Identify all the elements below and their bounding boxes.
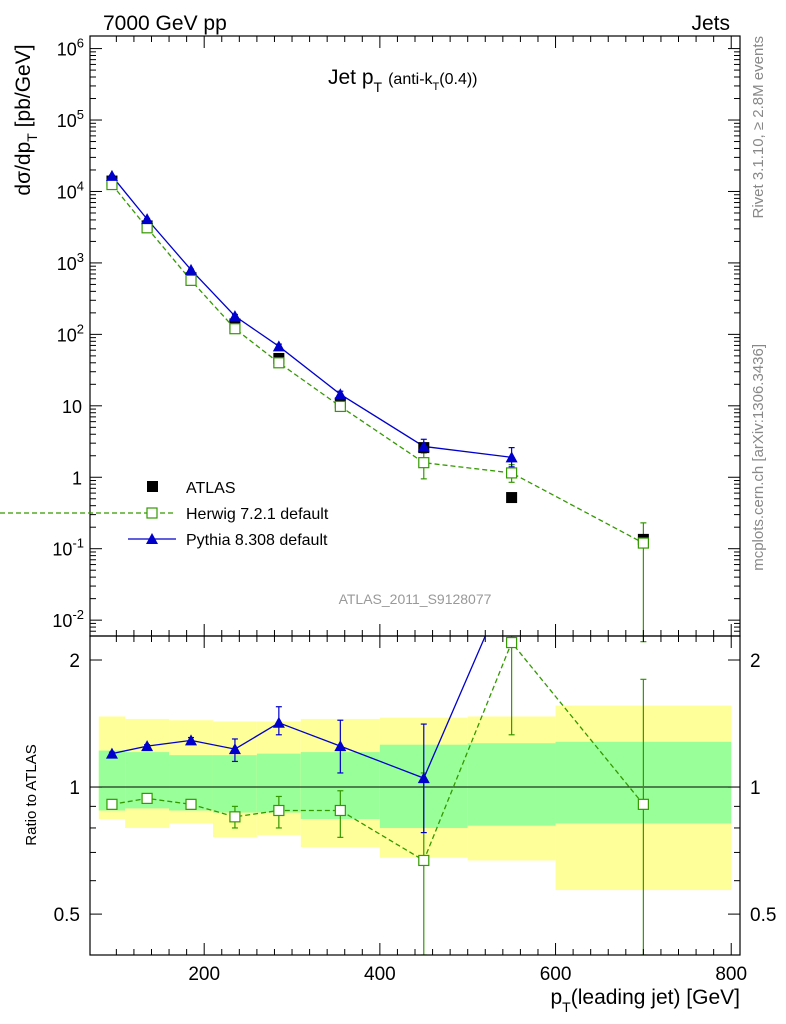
herwig-point xyxy=(229,323,241,335)
y-tick-label: 104 xyxy=(57,178,84,202)
y-tick-label: 10 xyxy=(62,397,82,417)
xlabel-sub: T xyxy=(562,999,571,1015)
herwig-ratio-point xyxy=(418,854,430,867)
herwig-point xyxy=(506,467,518,479)
herwig-point xyxy=(637,537,649,549)
herwig-ratio-point xyxy=(334,804,346,817)
pythia-point xyxy=(185,263,198,275)
pythia-point xyxy=(272,340,285,352)
legend-atlas-marker xyxy=(147,481,158,492)
x-tick-label: 800 xyxy=(715,964,747,985)
ylabel-part1: dσ/dp xyxy=(12,142,35,196)
main-plot-title: Jet pT (anti-kT(0.4)) xyxy=(328,66,478,95)
pythia-ratio-point xyxy=(105,747,118,759)
y-tick-label: 102 xyxy=(57,321,84,345)
x-tick-label: 200 xyxy=(188,964,220,985)
rivet-side-label: Rivet 3.1.10, ≥ 2.8M events xyxy=(750,36,767,219)
y-tick-label: 103 xyxy=(57,250,84,274)
legend: ATLAS Herwig 7.2.1 default Pythia 8.308 … xyxy=(0,480,329,549)
ratio-y-tick-label-left: 2 xyxy=(69,651,80,672)
herwig-point xyxy=(273,357,285,369)
herwig-ratio-point xyxy=(273,804,285,817)
herwig-point xyxy=(185,274,197,286)
y-tick-label: 10-1 xyxy=(52,536,84,560)
pythia-ratio-point xyxy=(228,743,241,755)
ratio-inner-band xyxy=(212,755,257,813)
pythia-ratio-point xyxy=(141,740,154,752)
header-right-label: Jets xyxy=(691,12,730,35)
pythia-point xyxy=(228,310,241,322)
pythia-ratio-point xyxy=(334,740,347,752)
pythia-ratio-point xyxy=(185,734,198,746)
herwig-point xyxy=(106,178,118,191)
main-y-axis-label: dσ/dpT [pb/GeV] xyxy=(12,44,40,195)
pythia-line xyxy=(111,175,512,458)
xlabel-part1: p xyxy=(550,986,562,1009)
pythia-point xyxy=(105,169,118,181)
ratio-inner-band xyxy=(467,743,556,826)
header-left-label: 7000 GeV pp xyxy=(103,12,227,35)
atlas-point xyxy=(506,492,518,504)
pythia-point xyxy=(505,451,518,463)
herwig-ratio-point xyxy=(637,798,649,810)
legend-herwig-label: Herwig 7.2.1 default xyxy=(186,506,329,523)
pythia-ratio-point xyxy=(417,772,430,784)
herwig-ratio-point xyxy=(185,798,197,810)
title-main: Jet p xyxy=(328,66,374,89)
herwig-ratio-point xyxy=(141,792,153,804)
pythia-point xyxy=(417,440,430,452)
ratio-y-tick-label-right: 0.5 xyxy=(750,905,776,926)
pythia-point xyxy=(141,213,154,225)
title-paren-sub: T xyxy=(433,81,440,93)
ratio-plot-panel: 0.5 0.5 1 1 2 2 200 400 600 800 Ratio to ATLAS p… xyxy=(23,635,776,1015)
legend-herwig-marker xyxy=(146,507,158,519)
title-paren-close: (0.4)) xyxy=(439,71,477,88)
title-sub: T xyxy=(374,79,383,95)
y-tick-label: 1 xyxy=(72,468,82,488)
pythia-ratio-line xyxy=(111,636,486,779)
y-tick-label: 105 xyxy=(57,107,84,131)
ratio-y-tick-label-right: 1 xyxy=(750,778,761,799)
herwig-ratio-point xyxy=(106,798,118,810)
title-paren-open: (anti-k xyxy=(388,71,433,88)
ylabel-sub: T xyxy=(24,133,40,142)
herwig-ratio-point xyxy=(229,811,241,823)
legend-pythia-marker xyxy=(146,533,158,544)
x-tick-label: 600 xyxy=(540,964,572,985)
x-tick-label: 400 xyxy=(364,964,396,985)
ratio-y-tick-label-right: 2 xyxy=(750,651,761,672)
ratio-y-tick-label-left: 1 xyxy=(69,778,80,799)
mcplots-side-label: mcplots.cern.ch [arXiv:1306.3436] xyxy=(750,344,767,571)
ratio-y-axis-label: Ratio to ATLAS xyxy=(23,744,40,845)
ylabel-part2: [pb/GeV] xyxy=(12,44,35,133)
analysis-watermark: ATLAS_2011_S9128077 xyxy=(339,591,492,607)
herwig-point xyxy=(141,222,153,234)
pythia-ratio-point xyxy=(272,716,285,728)
ratio-y-tick-label-left: 0.5 xyxy=(54,905,80,926)
y-tick-label: 10-2 xyxy=(52,607,84,631)
herwig-ratio-point xyxy=(506,636,518,649)
herwig-line xyxy=(111,184,644,544)
herwig-point xyxy=(418,457,430,469)
legend-atlas-label: ATLAS xyxy=(186,480,236,497)
x-axis-label: pT(leading jet) [GeV] xyxy=(550,986,740,1015)
pythia-point xyxy=(334,388,347,400)
herwig-point xyxy=(334,400,346,413)
y-tick-label: 106 xyxy=(57,36,84,60)
legend-pythia-label: Pythia 8.308 default xyxy=(186,532,328,549)
xlabel-part2: (leading jet) [GeV] xyxy=(571,986,740,1009)
